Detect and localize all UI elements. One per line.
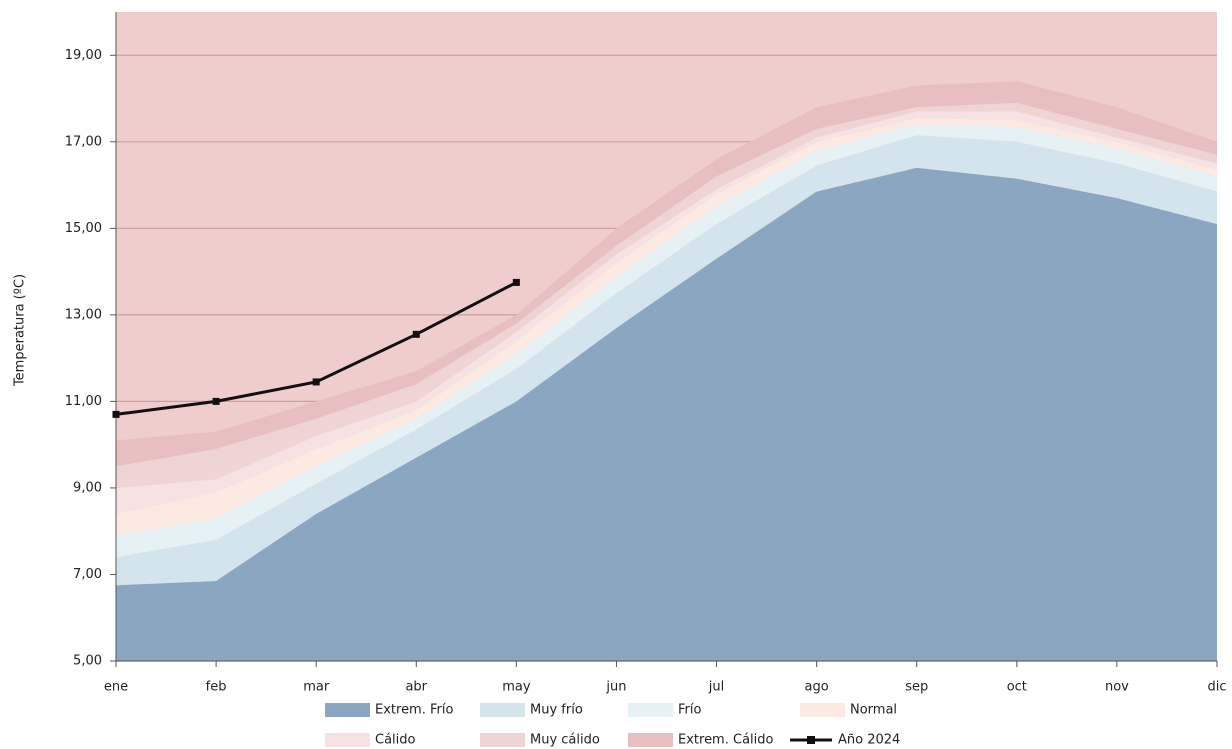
area	[116, 124, 1217, 558]
x-tick-label: sep	[905, 680, 928, 695]
y-tick-label: 11,00	[65, 394, 102, 409]
area	[116, 111, 1217, 514]
y-tick-label: 13,00	[65, 307, 102, 322]
legend-swatch	[628, 703, 673, 717]
legend-swatch	[325, 703, 370, 717]
y-tick-label: 19,00	[65, 48, 102, 63]
marker	[512, 278, 520, 286]
x-tick-label: jul	[708, 680, 724, 695]
legend-swatch	[800, 703, 845, 717]
x-tick-label: jun	[605, 680, 626, 695]
marker	[112, 410, 120, 418]
x-tick-label: ene	[104, 680, 128, 695]
legend-marker	[807, 736, 815, 744]
y-axis-label: Temperatura (ºC)	[13, 274, 28, 387]
y-tick-label: 9,00	[73, 480, 102, 495]
legend-label: Normal	[850, 703, 897, 718]
x-tick-label: may	[502, 680, 531, 695]
x-tick-label: dic	[1207, 680, 1226, 695]
legend-label: Muy frío	[530, 703, 583, 718]
x-tick-label: abr	[405, 680, 427, 695]
x-tick-label: feb	[206, 680, 227, 695]
legend-label: Cálido	[375, 733, 416, 748]
y-tick-label: 17,00	[65, 134, 102, 149]
legend-label: Extrem. Cálido	[678, 733, 774, 748]
marker	[312, 378, 320, 386]
area	[116, 118, 1217, 536]
area	[116, 135, 1217, 586]
area	[116, 167, 1217, 661]
x-tick-label: ago	[805, 680, 829, 695]
x-tick-label: nov	[1105, 680, 1129, 695]
legend-label: Extrem. Frío	[375, 703, 453, 718]
area	[116, 102, 1217, 488]
legend-swatch	[480, 733, 525, 747]
legend-swatch	[325, 733, 370, 747]
marker	[412, 330, 420, 338]
x-tick-label: mar	[303, 680, 330, 695]
legend-label: Año 2024	[838, 733, 900, 748]
y-tick-label: 15,00	[65, 221, 102, 236]
legend-swatch	[628, 733, 673, 747]
y-tick-label: 5,00	[73, 654, 102, 669]
marker	[212, 397, 220, 405]
y-tick-label: 7,00	[73, 567, 102, 582]
legend-label: Frío	[678, 703, 701, 718]
legend-swatch	[480, 703, 525, 717]
area	[116, 81, 1217, 467]
x-tick-label: oct	[1007, 680, 1027, 695]
legend-label: Muy cálido	[530, 733, 600, 748]
